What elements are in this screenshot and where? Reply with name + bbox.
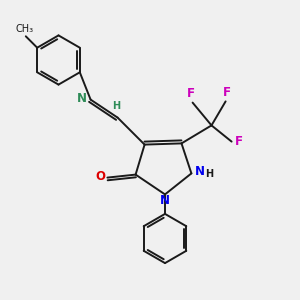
Text: N: N [195, 165, 205, 178]
Text: N: N [160, 194, 170, 207]
Text: H: H [205, 169, 213, 179]
Text: F: F [187, 87, 195, 100]
Text: O: O [95, 169, 105, 183]
Text: F: F [223, 86, 231, 99]
Text: CH₃: CH₃ [15, 24, 33, 34]
Text: F: F [235, 135, 243, 148]
Text: H: H [112, 101, 120, 111]
Text: N: N [77, 92, 87, 105]
